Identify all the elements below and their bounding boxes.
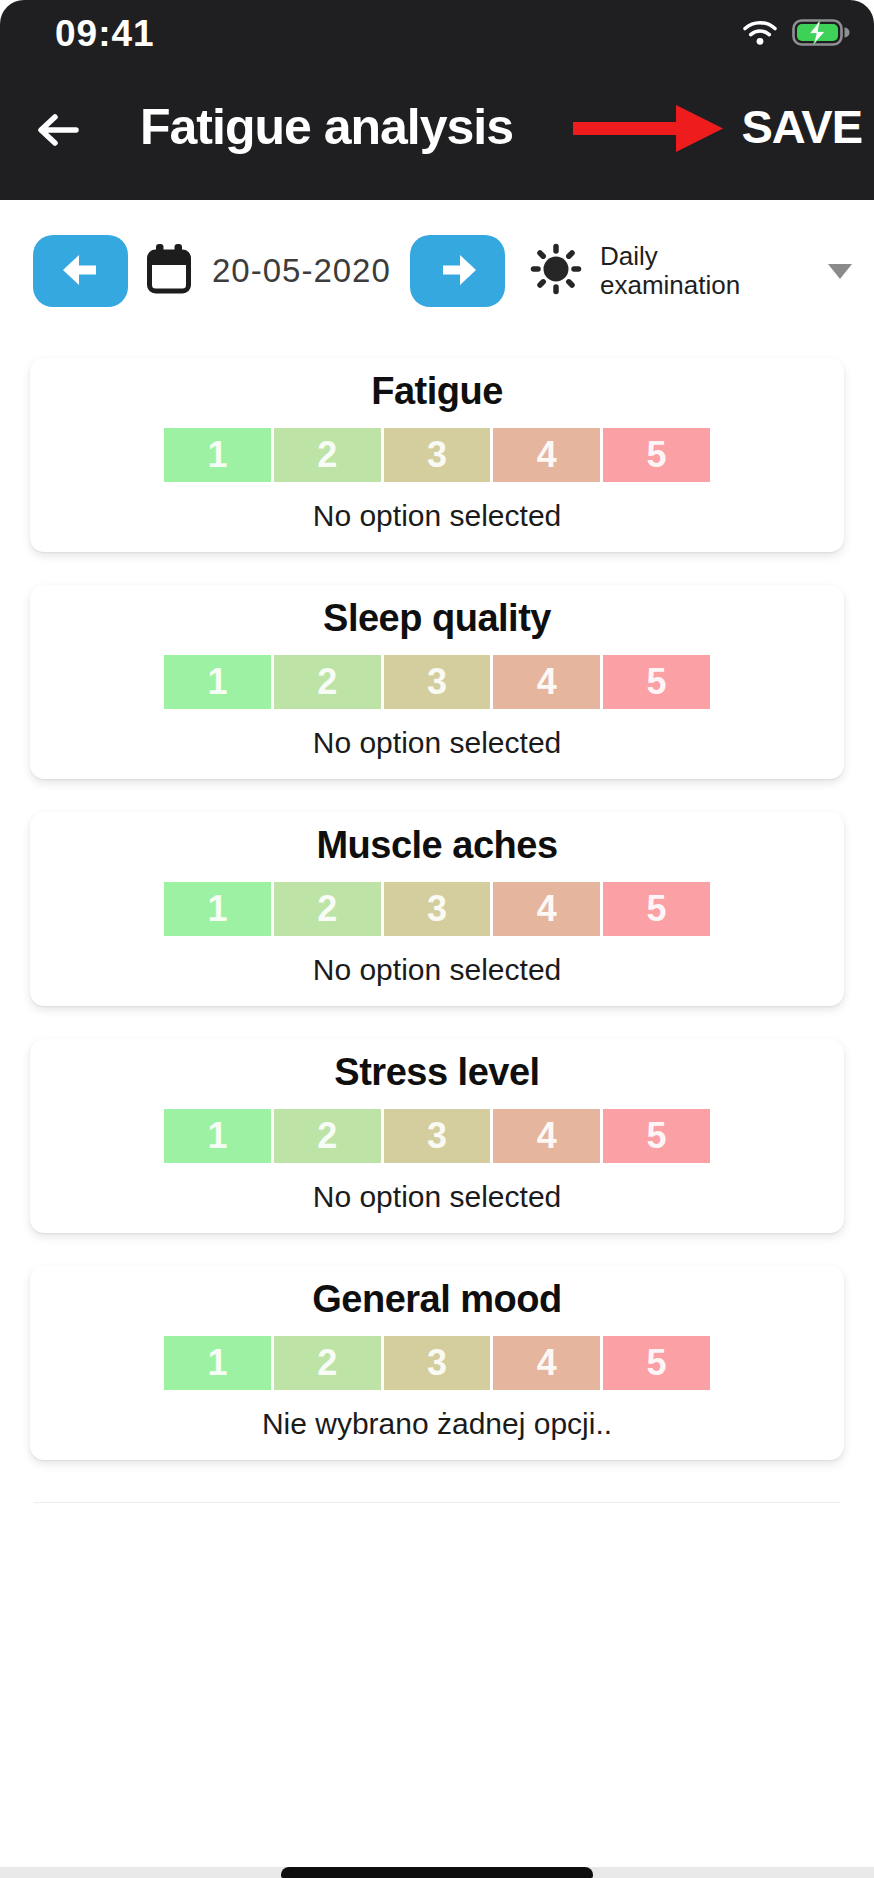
- app-screen: 09:41: [0, 0, 874, 1878]
- date-display[interactable]: 20-05-2020: [146, 235, 391, 307]
- prev-date-button[interactable]: [33, 235, 128, 307]
- rating-option-2[interactable]: 2: [274, 1109, 381, 1163]
- card-status-text: No option selected: [313, 726, 562, 760]
- next-date-button[interactable]: [410, 235, 505, 307]
- back-button[interactable]: [32, 108, 82, 154]
- rating-option-2[interactable]: 2: [274, 655, 381, 709]
- rating-scale: 12345: [164, 655, 710, 709]
- rating-option-3[interactable]: 3: [384, 428, 491, 482]
- rating-option-4[interactable]: 4: [493, 428, 600, 482]
- status-time: 09:41: [55, 13, 155, 55]
- exam-type-selector[interactable]: Daily examination: [528, 235, 858, 307]
- survey-card: Fatigue 12345 No option selected: [30, 358, 844, 552]
- rating-option-5[interactable]: 5: [603, 428, 710, 482]
- exam-type-label: Daily examination: [600, 242, 740, 300]
- rating-option-4[interactable]: 4: [493, 655, 600, 709]
- home-indicator[interactable]: [281, 1867, 593, 1878]
- page-title: Fatigue analysis: [140, 98, 513, 156]
- content-divider: [34, 1502, 840, 1503]
- survey-card: Sleep quality 12345 No option selected: [30, 585, 844, 779]
- card-title: General mood: [312, 1276, 562, 1322]
- date-value: 20-05-2020: [212, 252, 391, 290]
- rating-option-4[interactable]: 4: [493, 882, 600, 936]
- calendar-icon: [146, 243, 192, 299]
- rating-option-4[interactable]: 4: [493, 1109, 600, 1163]
- rating-scale: 12345: [164, 1109, 710, 1163]
- red-annotation-arrow-icon: [573, 102, 725, 158]
- date-nav: 20-05-2020: [0, 235, 874, 311]
- card-status-text: No option selected: [313, 953, 562, 987]
- rating-option-2[interactable]: 2: [274, 882, 381, 936]
- wifi-icon: [742, 19, 778, 50]
- rating-option-4[interactable]: 4: [493, 1336, 600, 1390]
- card-status-text: Nie wybrano żadnej opcji..: [262, 1407, 612, 1441]
- card-title: Fatigue: [371, 368, 503, 414]
- status-icons: [742, 18, 850, 51]
- rating-option-3[interactable]: 3: [384, 1109, 491, 1163]
- exam-type-line2: examination: [600, 271, 740, 300]
- rating-scale: 12345: [164, 428, 710, 482]
- rating-option-5[interactable]: 5: [603, 1336, 710, 1390]
- rating-option-5[interactable]: 5: [603, 1109, 710, 1163]
- rating-option-1[interactable]: 1: [164, 882, 271, 936]
- rating-option-1[interactable]: 1: [164, 1109, 271, 1163]
- card-status-text: No option selected: [313, 1180, 562, 1214]
- header: 09:41: [0, 0, 874, 200]
- survey-card: Muscle aches 12345 No option selected: [30, 812, 844, 1006]
- sun-icon: [528, 241, 584, 301]
- card-title: Stress level: [334, 1049, 539, 1095]
- card-title: Sleep quality: [323, 595, 551, 641]
- rating-scale: 12345: [164, 882, 710, 936]
- rating-option-3[interactable]: 3: [384, 655, 491, 709]
- cards-list: Fatigue 12345 No option selected Sleep q…: [30, 358, 844, 1460]
- battery-charging-icon: [792, 18, 850, 51]
- save-button[interactable]: SAVE: [742, 99, 863, 154]
- exam-type-line1: Daily: [600, 242, 740, 271]
- rating-scale: 12345: [164, 1336, 710, 1390]
- rating-option-5[interactable]: 5: [603, 882, 710, 936]
- rating-option-3[interactable]: 3: [384, 882, 491, 936]
- arrow-right-icon: [434, 250, 482, 293]
- rating-option-1[interactable]: 1: [164, 1336, 271, 1390]
- title-row: Fatigue analysis SAVE: [0, 96, 874, 172]
- rating-option-1[interactable]: 1: [164, 655, 271, 709]
- arrow-left-icon: [34, 110, 80, 153]
- rating-option-2[interactable]: 2: [274, 428, 381, 482]
- survey-card: General mood 12345 Nie wybrano żadnej op…: [30, 1266, 844, 1460]
- rating-option-1[interactable]: 1: [164, 428, 271, 482]
- arrow-left-icon: [57, 250, 105, 293]
- survey-card: Stress level 12345 No option selected: [30, 1039, 844, 1233]
- rating-option-3[interactable]: 3: [384, 1336, 491, 1390]
- rating-option-2[interactable]: 2: [274, 1336, 381, 1390]
- chevron-down-icon: [828, 264, 852, 279]
- rating-option-5[interactable]: 5: [603, 655, 710, 709]
- card-title: Muscle aches: [316, 822, 557, 868]
- card-status-text: No option selected: [313, 499, 562, 533]
